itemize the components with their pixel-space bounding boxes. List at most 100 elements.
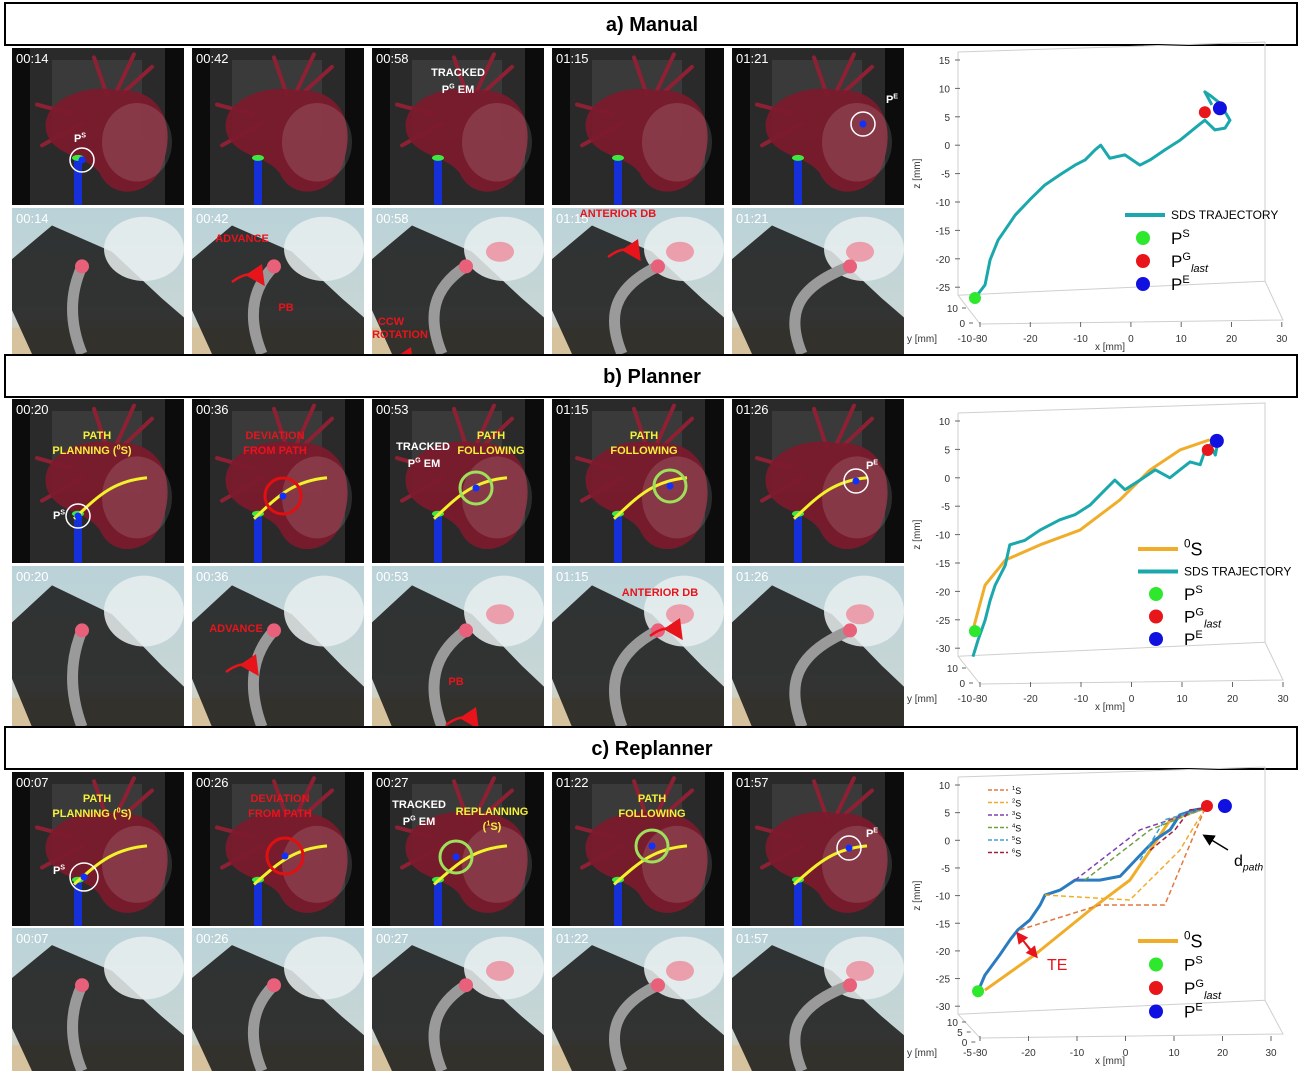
video-frame: 01:15PATHFOLLOWING <box>552 399 724 563</box>
legend-label: PE <box>1184 629 1203 649</box>
z-tick-label: -25 <box>936 616 951 627</box>
frame-label: PG EM <box>403 814 435 828</box>
text-part: E <box>873 458 878 466</box>
frame-label: ROTATION <box>372 329 428 341</box>
x-tick-label: -30 <box>973 334 988 345</box>
x-tick-label: 20 <box>1227 694 1239 705</box>
legend-label: SDS TRAJECTORY <box>1184 565 1291 579</box>
z-tick-label: -5 <box>941 502 950 513</box>
text-part: FROM PATH <box>243 445 307 457</box>
legend-marker <box>1149 981 1163 995</box>
z-axis-label: z [mm] <box>912 158 923 188</box>
z-tick-label: 5 <box>944 445 950 456</box>
video-frame: 01:57 <box>732 928 904 1071</box>
y-axis-label: y [mm] <box>907 1048 937 1059</box>
x-tick-label: 20 <box>1217 1048 1229 1059</box>
video-frame: 00:58TRACKEDPG EM <box>372 48 544 205</box>
frame-label: PATH <box>83 793 111 805</box>
text-part: E <box>1195 1001 1202 1013</box>
text-part: SDS TRAJECTORY <box>1171 208 1278 222</box>
plot-box <box>958 403 1283 684</box>
text-part: PATH <box>638 793 666 805</box>
text-part: last <box>1191 263 1209 275</box>
tracked-point <box>282 853 289 860</box>
frame-label: ADVANCE <box>209 623 263 635</box>
timestamp: 01:22 <box>556 931 589 946</box>
text-part: S <box>60 508 65 516</box>
z-tick-label: -15 <box>936 226 951 237</box>
y-tick-label: 0 <box>959 319 965 330</box>
phantom <box>284 937 364 1000</box>
tip-glow <box>666 961 694 981</box>
text-part: ADVANCE <box>209 623 263 635</box>
frame-label: PATH <box>477 430 505 442</box>
text-part: PATH <box>630 430 658 442</box>
video-frame: 00:07 <box>12 928 184 1071</box>
x-tick-label: -10 <box>1074 694 1089 705</box>
video-frame: 00:36ADVANCE <box>192 566 364 727</box>
y-tick-label: -10 <box>958 694 973 705</box>
point <box>1201 800 1213 812</box>
z-tick-label: -30 <box>936 644 951 655</box>
z-tick-label: 5 <box>944 809 950 820</box>
frame-label: FOLLOWING <box>610 445 677 457</box>
video-frame: 00:58CCWROTATION <box>372 208 544 365</box>
y-tick-label: -10 <box>958 334 973 345</box>
z-tick-label: -20 <box>936 255 951 266</box>
rod-cap <box>792 155 804 161</box>
text-part: S <box>60 863 65 871</box>
text-part: TRACKED <box>431 67 485 79</box>
tracked-point <box>473 485 480 492</box>
timestamp: 01:26 <box>736 569 769 584</box>
phantom <box>642 456 712 538</box>
frame-label: PB <box>278 302 293 314</box>
video-frame: 01:15ANTERIOR DB <box>552 208 724 354</box>
point <box>972 985 984 997</box>
phantom <box>104 576 184 647</box>
frame-label: FROM PATH <box>243 445 307 457</box>
legend-label: 1S <box>1012 786 1021 796</box>
frame-label: REPLANNING <box>456 806 529 818</box>
video-frame: 00:14 <box>12 208 184 354</box>
video-frame: 01:26 <box>732 566 904 727</box>
text-part: E <box>1195 629 1202 641</box>
legend-label: 6S <box>1012 849 1021 859</box>
z-tick-label: 5 <box>944 113 950 124</box>
phantom <box>284 217 364 281</box>
text-part: TE <box>1047 957 1067 974</box>
text-part: P <box>403 816 410 828</box>
frame-label: TRACKED <box>396 441 450 453</box>
trajectory <box>973 445 1217 657</box>
legend-marker <box>1136 277 1150 291</box>
text-part: P <box>1171 229 1182 248</box>
legend-marker <box>1149 632 1163 646</box>
tracked-point <box>81 874 88 881</box>
tip-glow <box>846 242 874 262</box>
z-tick-label: -5 <box>941 170 950 181</box>
catheter-tip <box>75 978 89 992</box>
y-tick-label: 10 <box>947 664 959 675</box>
phantom <box>284 576 364 647</box>
phantom <box>102 456 172 538</box>
catheter-tip <box>843 978 857 992</box>
frame-label: PATH <box>83 430 111 442</box>
rod <box>434 880 442 926</box>
z-tick-label: -10 <box>936 198 951 209</box>
legend-label: PS <box>1171 228 1190 248</box>
phantom <box>102 826 172 903</box>
text-part: P <box>1171 252 1182 271</box>
z-tick-label: 15 <box>939 56 951 67</box>
legend-label: PGlast <box>1184 978 1222 1002</box>
video-frame: 01:57PE <box>732 772 904 926</box>
video-frame: 00:07PATHPLANNING (0S)PS <box>12 772 184 926</box>
phantom <box>282 103 352 182</box>
legend-marker <box>1136 231 1150 245</box>
frame-label: (1S) <box>483 819 502 833</box>
x-tick-label: -20 <box>1023 334 1038 345</box>
phantom <box>282 826 352 903</box>
z-tick-label: 0 <box>944 141 950 152</box>
frame-label: ANTERIOR DB <box>622 587 698 599</box>
video-frame: 00:42 <box>192 48 364 205</box>
z-tick-label: 10 <box>939 417 951 428</box>
rod <box>794 514 802 563</box>
